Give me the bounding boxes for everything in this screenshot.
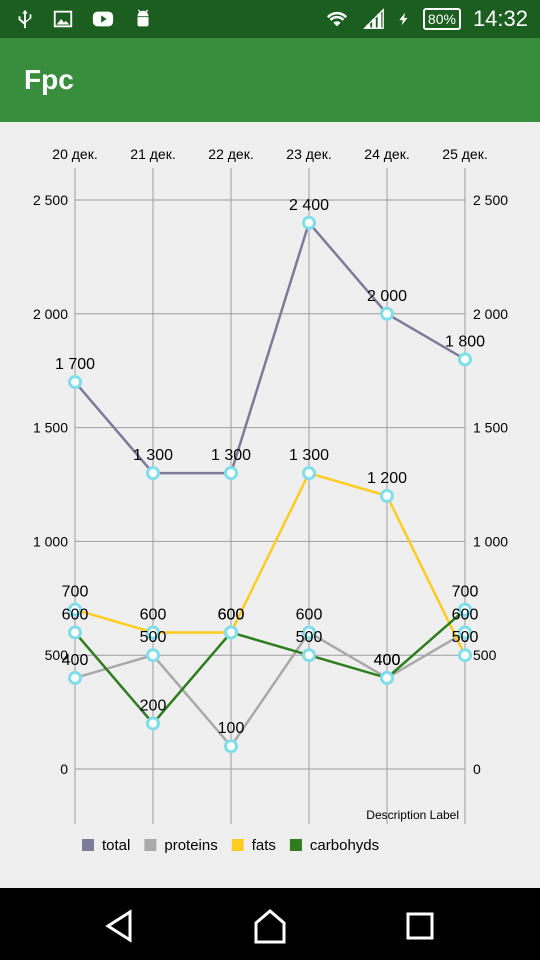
- app-title: Fpc: [24, 64, 74, 95]
- navigation-bar: [0, 888, 540, 960]
- android-icon: [137, 9, 149, 27]
- legend-swatch-fats: [231, 839, 244, 851]
- data-label-carbohyds: 200: [140, 697, 167, 714]
- data-point-proteins: [302, 625, 316, 640]
- data-label-carbohyds: 500: [296, 629, 323, 646]
- charging-icon: [399, 12, 408, 26]
- data-point-carbohyds: [458, 602, 472, 617]
- data-point-fats: [146, 625, 160, 640]
- recents-icon[interactable]: [400, 906, 440, 946]
- data-label-carbohyds: 700: [452, 584, 479, 601]
- data-label-proteins: 600: [296, 606, 323, 623]
- x-tick-label: 25 дек.: [442, 146, 487, 162]
- data-label-fats: 500: [452, 629, 479, 646]
- data-label-total: 1 300: [211, 447, 251, 464]
- data-label-carbohyds: 600: [218, 606, 245, 623]
- data-label-fats: 1 200: [367, 470, 407, 487]
- data-point-total: [380, 306, 394, 321]
- data-point-total: [146, 466, 160, 481]
- y-tick-label-right: 1 000: [473, 533, 508, 549]
- data-point-fats: [458, 648, 472, 663]
- y-tick-label-left: 1 500: [33, 420, 68, 436]
- data-point-total: [458, 352, 472, 367]
- battery-level: 80%: [422, 8, 461, 30]
- chart-container: 20 дек. 21 дек. 22 дек. 23 дек. 24 дек. 25 де…: [0, 122, 540, 888]
- usb-icon: [18, 9, 32, 29]
- series-line-carbohyds: [74, 608, 466, 726]
- data-point-carbohyds: [68, 625, 82, 640]
- data-label-total: 2 400: [289, 197, 329, 214]
- data-point-carbohyds: [302, 648, 316, 663]
- data-label-total: 1 700: [55, 356, 95, 373]
- x-tick-label: 24 дек.: [364, 146, 409, 162]
- data-point-proteins: [458, 625, 472, 640]
- wifi-icon: [326, 11, 347, 27]
- app-bar: Fpc: [0, 38, 540, 122]
- x-tick-label: 20 дек.: [52, 146, 97, 162]
- y-tick-label-right: 500: [473, 647, 497, 663]
- data-label-fats: 600: [218, 606, 245, 623]
- legend-label-fats: fats: [252, 837, 276, 854]
- y-tick-label-right: 1 500: [473, 420, 508, 436]
- x-tick-label: 21 дек.: [130, 146, 175, 162]
- y-tick-label-left: 2 000: [33, 306, 68, 322]
- data-point-carbohyds: [380, 670, 394, 685]
- legend-swatch-proteins: [144, 839, 157, 851]
- data-label-carbohyds: 600: [62, 606, 89, 623]
- data-point-proteins: [224, 739, 238, 754]
- y-tick-label-left: 2 500: [33, 192, 68, 208]
- back-icon[interactable]: [100, 906, 140, 946]
- legend-swatch-total: [82, 839, 94, 851]
- home-icon[interactable]: [250, 906, 290, 946]
- status-bar: 80% 14:32: [0, 0, 540, 38]
- data-label-total: 1 800: [445, 333, 485, 350]
- data-label-proteins: 600: [452, 606, 479, 623]
- youtube-icon: [92, 11, 114, 27]
- data-point-proteins: [68, 670, 82, 685]
- description-label: Description Label: [366, 808, 459, 822]
- data-label-proteins: 500: [140, 629, 167, 646]
- status-time: 14:32: [472, 6, 528, 31]
- data-label-total: 1 300: [133, 447, 173, 464]
- series-line-total: [74, 220, 466, 475]
- data-point-total: [68, 375, 82, 390]
- x-tick-label: 23 дек.: [286, 146, 331, 162]
- data-label-fats: 1 300: [289, 447, 329, 464]
- y-tick-label-right: 2 500: [473, 192, 508, 208]
- data-label-proteins: 100: [218, 720, 245, 737]
- data-label-proteins: 400: [374, 652, 401, 669]
- y-tick-label-right: 0: [473, 761, 481, 777]
- data-label-fats: 700: [62, 584, 89, 601]
- y-tick-label-left: 0: [60, 761, 68, 777]
- data-label-proteins: 400: [62, 652, 89, 669]
- series-line-proteins: [74, 630, 466, 749]
- data-point-fats: [302, 466, 316, 481]
- data-point-carbohyds: [146, 716, 160, 731]
- data-label-carbohyds: 400: [374, 652, 401, 669]
- legend-label-total: total: [102, 837, 130, 854]
- series-line-fats: [74, 471, 467, 656]
- data-point-carbohyds: [224, 625, 238, 640]
- data-point-total: [224, 466, 238, 481]
- data-point-proteins: [146, 648, 160, 663]
- image-icon: [53, 10, 73, 28]
- data-point-total: [302, 215, 316, 230]
- x-tick-label: 22 дек.: [208, 146, 253, 162]
- y-tick-label-right: 2 000: [473, 306, 508, 322]
- legend-label-proteins: proteins: [164, 837, 217, 854]
- data-label-fats: 600: [140, 606, 167, 623]
- legend-swatch-carbohyds: [289, 839, 302, 851]
- legend-label-carbohyds: carbohyds: [310, 837, 379, 854]
- data-point-fats: [68, 602, 82, 617]
- y-tick-label-left: 1 000: [33, 533, 68, 549]
- y-tick-label-left: 500: [45, 647, 69, 663]
- data-label-total: 2 000: [367, 288, 407, 305]
- data-point-fats: [380, 488, 394, 503]
- signal-icon: [363, 8, 384, 29]
- line-chart[interactable]: 20 дек. 21 дек. 22 дек. 23 дек. 24 дек. 25 де…: [0, 122, 540, 888]
